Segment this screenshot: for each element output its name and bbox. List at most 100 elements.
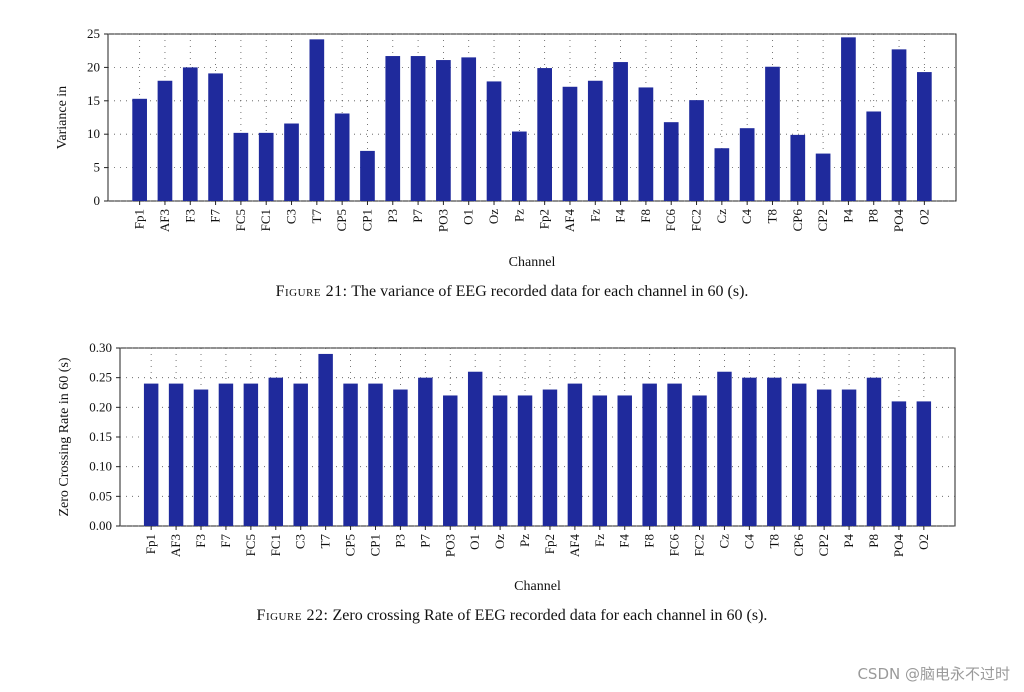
x-tick-label-O1: O1	[461, 209, 476, 225]
bar-CP6	[790, 134, 806, 201]
x-tick-label-F3: F3	[182, 209, 197, 223]
x-tick-label-FC5: FC5	[233, 209, 248, 231]
bar-P8	[866, 111, 882, 201]
figure-22-caption: Figure 22: Zero crossing Rate of EEG rec…	[0, 607, 1024, 625]
bar-P4	[841, 37, 856, 202]
x-tick-label-C4: C4	[739, 209, 754, 225]
x-tick-label-F8: F8	[642, 534, 657, 548]
bar-AF4	[567, 383, 583, 526]
x-axis-label: Channel	[509, 255, 556, 270]
x-tick-label-F3: F3	[193, 534, 208, 548]
bar-C3	[293, 383, 308, 526]
bar-C4	[739, 128, 755, 201]
bar-F7	[208, 73, 223, 201]
x-tick-label-P7: P7	[417, 534, 432, 548]
x-tick-label-Fz: Fz	[587, 209, 602, 222]
bar-CP1	[360, 150, 375, 201]
x-tick-label-Pz: Pz	[511, 209, 526, 222]
x-tick-label-T7: T7	[309, 209, 324, 224]
bar-AF3	[157, 80, 173, 201]
y-tick-label: 5	[94, 160, 101, 175]
bar-Pz	[512, 131, 527, 201]
x-tick-label-Oz: Oz	[492, 534, 507, 549]
bar-FC6	[667, 383, 682, 526]
y-tick-label: 15	[87, 93, 100, 108]
x-tick-label-F4: F4	[613, 209, 628, 223]
bar-P4	[841, 389, 857, 526]
y-tick-label: 0.20	[89, 399, 112, 414]
x-tick-label-CP6: CP6	[790, 209, 805, 232]
bar-O1	[461, 57, 477, 201]
plot-frame	[107, 33, 957, 202]
bar-F8	[642, 383, 657, 526]
x-tick-label-Pz: Pz	[517, 534, 532, 547]
x-axis-label: Channel	[514, 579, 561, 594]
bar-Fp1	[132, 98, 147, 201]
bar-FC2	[692, 395, 707, 526]
x-tick-label-CP5: CP5	[343, 534, 358, 556]
bar-AF3	[168, 383, 184, 526]
bar-PO3	[443, 395, 458, 526]
bar-Cz	[717, 371, 732, 526]
x-tick-label-T8: T8	[766, 534, 781, 548]
x-tick-label-P8: P8	[866, 534, 881, 548]
x-tick-label-Cz: Cz	[716, 534, 731, 549]
x-tick-label-P3: P3	[392, 534, 407, 548]
x-tick-label-F8: F8	[638, 209, 653, 223]
x-tick-label-P4: P4	[841, 534, 856, 548]
figure-21-label: Figure 21:	[275, 283, 348, 300]
x-tick-label-C4: C4	[741, 534, 756, 550]
bar-F4	[617, 395, 632, 526]
x-tick-label-O1: O1	[467, 534, 482, 550]
bar-FC1	[258, 132, 274, 201]
bar-F4	[613, 62, 628, 201]
bar-C4	[742, 377, 757, 526]
x-tick-label-F4: F4	[617, 534, 632, 548]
bar-Oz	[492, 395, 508, 526]
bar-CP6	[791, 383, 807, 526]
x-tick-label-Fp2: Fp2	[537, 209, 552, 229]
bar-AF4	[562, 86, 578, 201]
x-tick-label-Fp1: Fp1	[132, 209, 147, 229]
bar-FC5	[233, 132, 249, 201]
bar-F3	[182, 67, 198, 202]
bar-O2	[917, 72, 932, 202]
bar-CP2	[816, 389, 832, 526]
x-tick-label-CP1: CP1	[367, 534, 382, 556]
bar-Pz	[517, 395, 533, 526]
bar-P7	[418, 377, 433, 526]
y-tick-label: 0.05	[89, 488, 112, 503]
bar-FC6	[663, 122, 679, 201]
x-tick-label-C3: C3	[284, 209, 299, 224]
y-tick-label: 0.30	[89, 340, 112, 355]
bar-FC5	[243, 383, 259, 526]
bar-T8	[765, 66, 780, 202]
bar-PO3	[436, 60, 451, 201]
plot-frame	[119, 347, 956, 527]
x-tick-label-T8: T8	[764, 209, 779, 223]
y-axis-label: Variance in	[55, 86, 70, 149]
x-tick-label-PO3: PO3	[435, 209, 450, 232]
x-tick-label-AF3: AF3	[157, 209, 172, 232]
zero-crossing-bar-chart: 0.00 0.05 0.10 0.15 0.20 0.25 0.30 Fp1 AF3 F3 F7 FC…	[57, 340, 956, 594]
x-tick-label-C3: C3	[293, 534, 308, 549]
bar-CP5	[334, 113, 350, 201]
x-tick-label-FC6: FC6	[667, 534, 682, 557]
bar-T8	[767, 377, 782, 526]
x-tick-label-PO4: PO4	[891, 209, 906, 233]
bar-CP2	[815, 153, 831, 201]
y-tick-label: 0.00	[89, 518, 112, 533]
x-tick-label-O2: O2	[916, 209, 931, 225]
x-tick-label-Fp1: Fp1	[143, 534, 158, 554]
y-axis-label: Zero Crossing Rate in 60 (s)	[57, 357, 72, 516]
bar-P8	[866, 377, 882, 526]
x-tick-label-FC2: FC2	[692, 534, 707, 556]
x-tick-label-AF4: AF4	[562, 209, 577, 233]
bar-T7	[309, 39, 325, 202]
x-tick-label-FC6: FC6	[663, 209, 678, 232]
bar-P7	[410, 56, 426, 201]
x-tick-label-CP5: CP5	[334, 209, 349, 231]
watermark: CSDN @脑电永不过时	[857, 665, 1010, 683]
bar-CP1	[368, 383, 383, 526]
x-tick-label-FC5: FC5	[243, 534, 258, 556]
